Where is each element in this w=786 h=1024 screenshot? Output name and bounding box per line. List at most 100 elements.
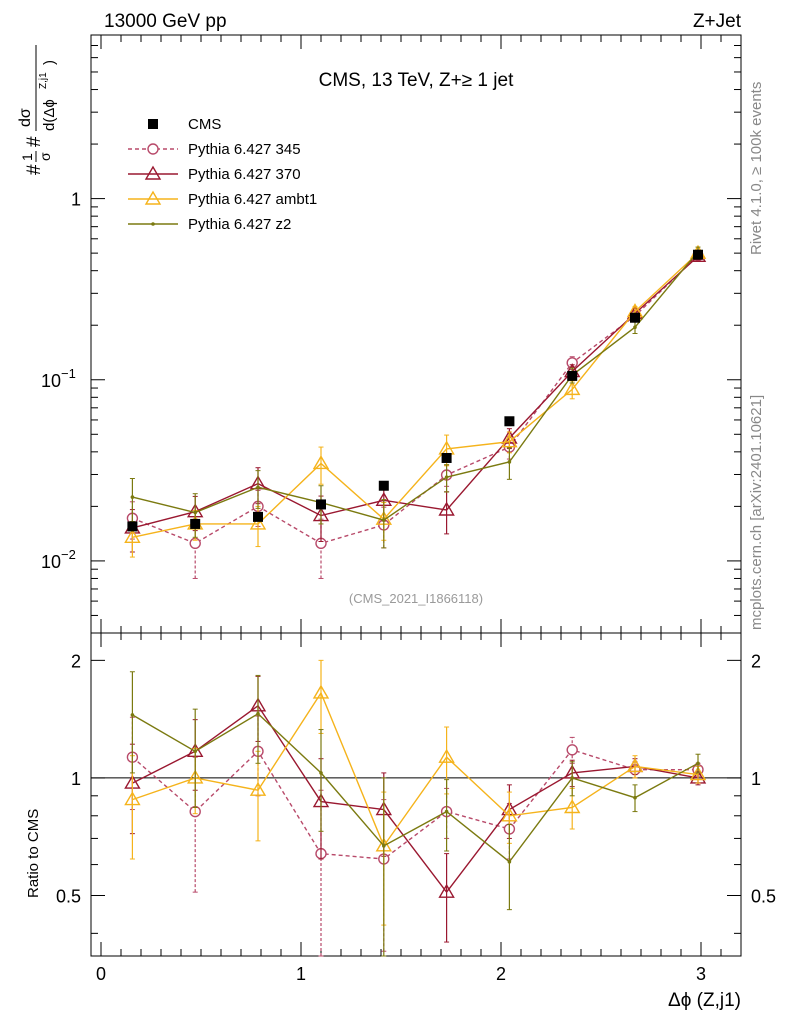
y-tick-label: 1 xyxy=(71,190,81,210)
x-axis-title: Δϕ (Z,j1) xyxy=(668,990,741,1011)
ratio-line-p370 xyxy=(132,704,699,894)
ratio-line-p345 xyxy=(131,749,698,860)
header-left-label: 13000 GeV pp xyxy=(104,11,227,32)
ratio-point-ambt1 xyxy=(249,781,267,796)
point-p370 xyxy=(438,501,455,516)
point-z2 xyxy=(382,518,386,522)
svg-text:1: 1 xyxy=(19,153,35,161)
data-point-cms xyxy=(316,499,326,510)
point-ambt1 xyxy=(312,455,330,470)
x-tick-label: 3 xyxy=(696,964,706,984)
data-point-cms xyxy=(567,370,578,381)
ratio-y-tick-label-right: 1 xyxy=(751,769,761,789)
legend-marker-ambt1 xyxy=(144,190,162,205)
y-axis-title-ratio: Ratio to CMS xyxy=(25,809,42,898)
ratio-point-ambt1 xyxy=(626,758,644,773)
ratio-point-z2 xyxy=(382,844,386,848)
series-cms xyxy=(127,249,703,532)
ratio-point-z2 xyxy=(696,761,700,766)
ratio-series-p345 xyxy=(126,715,704,957)
point-z2 xyxy=(444,475,449,479)
point-z2 xyxy=(256,485,260,490)
legend-marker-p345 xyxy=(147,143,159,155)
ratio-panel-frame xyxy=(90,632,742,957)
x-tick-label: 1 xyxy=(296,964,306,984)
ratio-point-ambt1 xyxy=(501,807,518,822)
data-point-cms xyxy=(630,312,640,323)
chart-title: CMS, 13 TeV, Z+≥ 1 jet xyxy=(319,70,514,91)
rivet-label: Rivet 4.1.0, ≥ 100k events xyxy=(748,82,765,255)
data-point-cms xyxy=(504,416,515,427)
ratio-y-tick-label-right: 0.5 xyxy=(751,887,776,907)
legend-marker-p370 xyxy=(144,165,162,180)
ratio-line-ambt1 xyxy=(132,691,699,848)
ratio-point-z2 xyxy=(444,809,449,814)
mcplots-label: mcplots.cern.ch [arXiv:2401.10621] xyxy=(748,395,765,630)
y-tick-label-exponent: −2 xyxy=(61,547,76,562)
svg-text:dσ: dσ xyxy=(17,108,34,127)
point-ambt1 xyxy=(563,380,581,396)
ratio-y-tick-label: 2 xyxy=(71,651,81,671)
legend-label-ambt1: Pythia 6.427 ambt1 xyxy=(188,191,317,208)
ratio-point-p345 xyxy=(566,744,578,756)
series-line-ambt1 xyxy=(132,252,699,538)
legend-marker-cms xyxy=(148,119,158,129)
ratio-y-tick-label: 1 xyxy=(71,769,81,789)
point-z2 xyxy=(193,510,197,515)
ratio-y-tick-label-right: 2 xyxy=(751,651,761,671)
y-tick-label: 10 xyxy=(41,371,61,391)
point-z2 xyxy=(633,325,637,330)
ratio-point-ambt1 xyxy=(124,791,141,806)
ratio-point-z2 xyxy=(319,771,323,775)
axis-tick-labels: 0 1 2 310 −210 −110.5 0.51 12 2 xyxy=(41,190,776,984)
ratio-y-tick-label: 0.5 xyxy=(56,887,81,907)
point-ambt1 xyxy=(501,433,518,448)
svg-text:σ: σ xyxy=(37,152,53,161)
ratio-line-z2 xyxy=(132,712,699,863)
ratio-point-ambt1 xyxy=(438,748,455,763)
data-point-cms xyxy=(253,511,263,522)
ratio-plot-area xyxy=(91,659,741,957)
legend: CMS Pythia 6.427 345 Pythia 6.427 370 Pythi… xyxy=(128,116,317,233)
svg-text:d(Δϕ: d(Δϕ xyxy=(41,99,58,131)
point-z2 xyxy=(507,460,512,464)
series-p345 xyxy=(126,249,704,579)
ratio-point-z2 xyxy=(570,776,574,780)
series-line-p345 xyxy=(132,255,699,545)
y-axis-title-main: # 1 σ # dσ d(Δϕ Z,j1 ) xyxy=(17,45,58,175)
svg-text:#: # xyxy=(24,136,45,147)
header-right-label: Z+Jet xyxy=(693,11,742,32)
y-tick-label-exponent: −1 xyxy=(61,366,76,381)
svg-text:#: # xyxy=(24,164,45,175)
legend-label-p370: Pythia 6.427 370 xyxy=(188,166,301,183)
x-tick-label: 2 xyxy=(496,964,506,984)
ratio-point-ambt1 xyxy=(563,799,581,814)
ratio-series-p370 xyxy=(124,675,707,943)
point-z2 xyxy=(130,495,135,499)
axis-ticks xyxy=(91,34,741,956)
ratio-point-p370 xyxy=(438,883,455,898)
data-point-cms xyxy=(441,452,452,463)
ratio-point-z2 xyxy=(633,795,637,800)
ratio-series-z2 xyxy=(129,671,701,957)
point-ambt1 xyxy=(124,528,141,544)
data-point-cms xyxy=(693,249,703,260)
ratio-point-z2 xyxy=(193,749,197,754)
data-point-cms xyxy=(190,518,201,529)
ratio-point-z2 xyxy=(256,711,260,716)
ratio-point-ambt1 xyxy=(689,766,707,781)
data-point-cms xyxy=(378,480,389,491)
x-tick-label: 0 xyxy=(96,964,106,984)
legend-label-p345: Pythia 6.427 345 xyxy=(188,141,301,158)
svg-text:Z,j1: Z,j1 xyxy=(38,72,49,89)
series-line-z2 xyxy=(132,251,699,521)
point-ambt1 xyxy=(249,515,267,530)
y-tick-label: 10 xyxy=(41,552,61,572)
data-point-cms xyxy=(127,521,138,532)
series-p370 xyxy=(124,247,707,553)
series-ambt1 xyxy=(124,244,707,558)
watermark: (CMS_2021_I1866118) xyxy=(349,591,483,606)
legend-marker-z2 xyxy=(151,222,155,226)
svg-text:): ) xyxy=(41,60,58,65)
